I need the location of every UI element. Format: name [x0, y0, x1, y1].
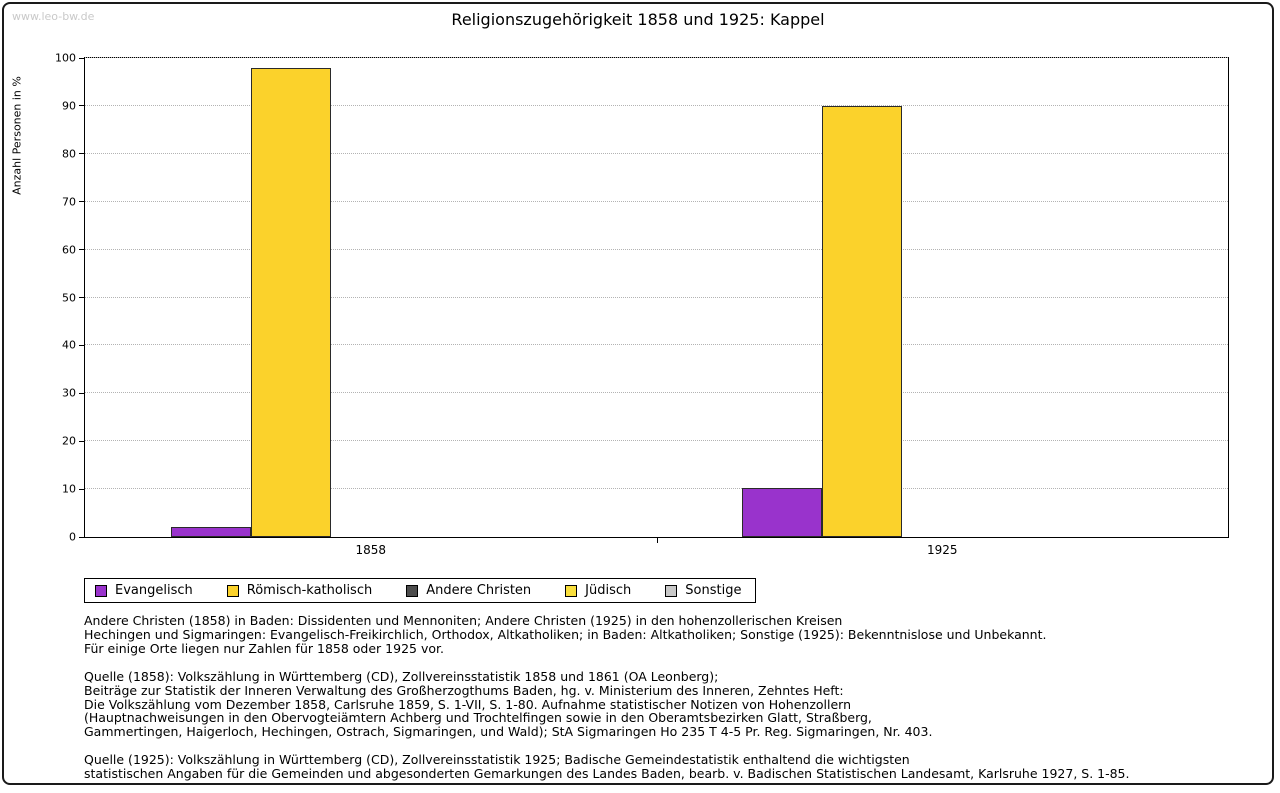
legend-swatch-icon — [406, 584, 419, 597]
gridline-60 — [85, 248, 1228, 250]
chart-title: Religionszugehörigkeit 1858 und 1925: Ka… — [451, 10, 825, 29]
legend-swatch-icon — [95, 584, 107, 597]
gridline-20 — [85, 440, 1228, 442]
y-axis-label-50: 50 — [62, 291, 76, 304]
y-axis-label-30: 30 — [62, 386, 76, 400]
legend-label: Andere Christen — [426, 583, 532, 598]
gridline-100 — [85, 57, 1228, 58]
legend-item-j-disch: Jüdisch — [565, 583, 631, 598]
y-axis-tick-0 — [79, 536, 85, 538]
legend-item-evangelisch: Evangelisch — [95, 583, 193, 598]
y-axis-title: Anzahl Personen in % — [10, 76, 24, 195]
text-line: Beiträge zur Statistik der Inneren Verwa… — [84, 682, 844, 698]
gridline-70 — [85, 200, 1228, 202]
y-axis-tick-80 — [79, 153, 85, 155]
y-axis-tick-30 — [79, 392, 85, 394]
gridline-10 — [85, 488, 1228, 490]
source-1925-paragraph: Quelle (1925): Volkszählung in Württembe… — [84, 753, 1234, 781]
gridline-90 — [85, 104, 1228, 106]
text-line: Gammertingen, Haigerloch, Hechingen, Ost… — [84, 724, 933, 740]
text-line: Quelle (1858): Volkszählung in Württembe… — [84, 668, 719, 684]
text-line: Quelle (1925): Volkszählung in Württembe… — [84, 752, 910, 768]
source-1858-paragraph: Quelle (1858): Volkszählung in Württembe… — [84, 668, 1234, 740]
note-paragraph: Andere Christen (1858) in Baden: Disside… — [84, 614, 1234, 656]
gridline-50 — [85, 296, 1228, 298]
x-axis-mid-tick — [656, 537, 658, 543]
footer-notes: Andere Christen (1858) in Baden: Disside… — [84, 614, 1234, 783]
chart-legend: Evangelisch Römisch-katholisch Andere Chri… — [84, 578, 757, 603]
text-line: Hechingen und Sigmaringen: Evangelisch-F… — [84, 626, 1047, 642]
text-line: Andere Christen (1858) in Baden: Disside… — [84, 613, 843, 628]
gridline-40 — [85, 344, 1228, 346]
legend-item-sonstige: Sonstige — [665, 583, 741, 598]
bar-r-misch-katholisch-1858 — [250, 67, 331, 537]
y-axis-tick-10 — [79, 488, 85, 490]
x-axis-label-1858: 1858 — [355, 543, 387, 557]
bar-r-misch-katholisch-1925 — [822, 105, 903, 537]
y-axis-label-60: 60 — [62, 243, 76, 257]
watermark-url: www.leo-bw.de — [12, 10, 95, 23]
gridline-30 — [85, 392, 1228, 394]
y-axis-tick-70 — [79, 201, 85, 203]
y-axis-label-80: 80 — [62, 147, 76, 161]
y-axis-tick-50 — [79, 297, 85, 298]
y-axis-label-100: 100 — [55, 51, 76, 65]
legend-label: Römisch-katholisch — [246, 583, 373, 598]
text-line: (Hauptnachweisungen in den Obervogteiämt… — [84, 710, 872, 726]
y-axis-tick-90 — [79, 105, 85, 107]
y-axis-tick-100 — [79, 57, 85, 59]
legend-swatch-icon — [665, 584, 678, 597]
y-axis-tick-40 — [79, 344, 85, 346]
legend-label: Jüdisch — [585, 583, 632, 598]
legend-label: Sonstige — [685, 583, 742, 598]
y-axis-label-20: 20 — [62, 434, 76, 448]
text-line: statistischen Angaben für die Gemeinden … — [84, 766, 1130, 782]
legend-swatch-icon — [565, 584, 578, 597]
bar-evangelisch-1925 — [742, 487, 823, 537]
x-axis-label-1925: 1925 — [926, 543, 958, 557]
legend-swatch-icon — [226, 584, 239, 597]
legend-item-r-misch-katholisch: Römisch-katholisch — [226, 583, 373, 598]
text-line: Die Volkszählung vom Dezember 1858, Carl… — [84, 696, 852, 712]
legend-item-andere-christen: Andere Christen — [406, 583, 531, 598]
y-axis-label-70: 70 — [62, 195, 76, 209]
y-axis-label-40: 40 — [62, 338, 76, 352]
y-axis-tick-20 — [79, 440, 85, 442]
y-axis-tick-60 — [79, 249, 85, 251]
y-axis-label-0: 0 — [69, 530, 76, 544]
legend-label: Evangelisch — [115, 583, 193, 598]
text-line: Für einige Orte liegen nur Zahlen für 18… — [84, 640, 444, 656]
y-axis-label-10: 10 — [62, 482, 76, 496]
plot-area: 0 10 20 30 40 50 60 70 80 90 100 1858 1925 — [55, 52, 1229, 557]
bar-evangelisch-1858 — [170, 527, 251, 537]
gridline-80 — [85, 152, 1228, 154]
y-axis-label-90: 90 — [62, 99, 76, 113]
